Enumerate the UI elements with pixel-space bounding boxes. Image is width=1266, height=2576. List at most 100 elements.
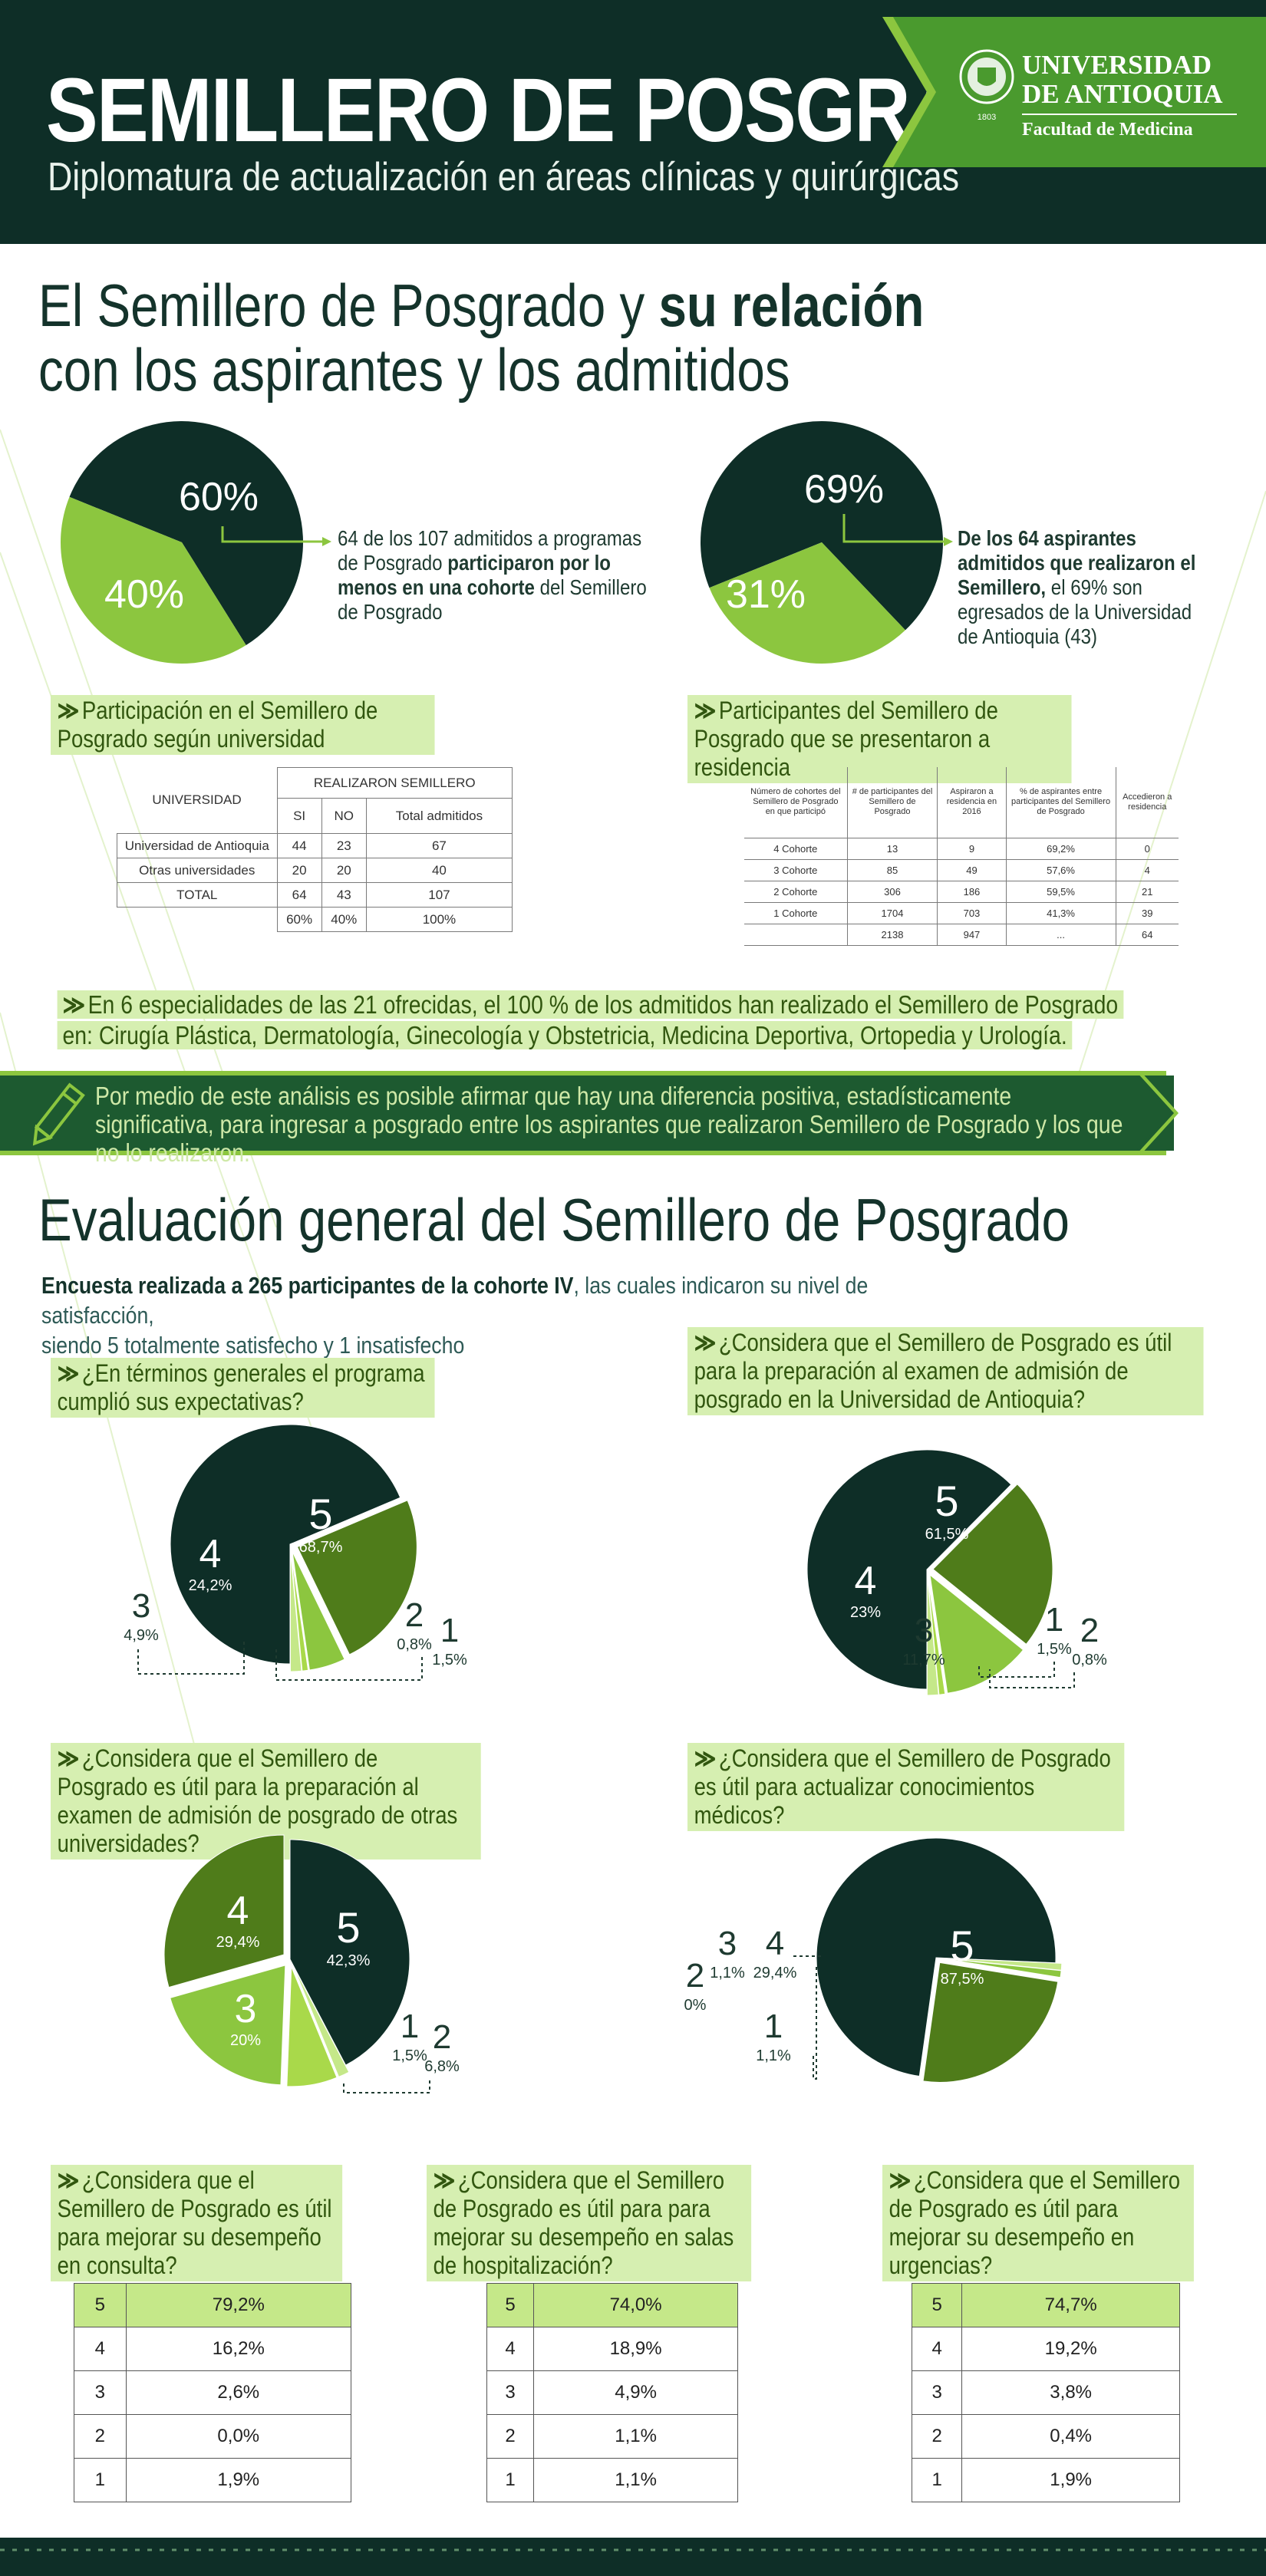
th-no: NO (321, 798, 367, 834)
leader-line (989, 1669, 1075, 1688)
pie-category-label: 5 (950, 1922, 974, 1970)
pie-category-label: 2 (433, 2018, 451, 2056)
rating-row: 5 74,7% (911, 2283, 1180, 2327)
rating-table-urgencias: 5 74,7% 4 19,2% 3 3,8% 2 0,4% 1 1,9% (911, 2283, 1180, 2502)
statement-text: En 6 especialidades de las 21 ofrecidas,… (62, 990, 1119, 1049)
table-cell: 4 (1115, 858, 1179, 881)
pie-slice-2 (286, 1966, 338, 2087)
pie-value-label: 6,8% (424, 2058, 460, 2075)
pie1-note-c: del Semillero de Posgrado (338, 575, 647, 624)
question-text: ¿Considera que el Semillero de Posgrado … (57, 1744, 458, 1857)
table-row: Universidad de Antioquia 44 23 67 (117, 833, 513, 858)
rating-row: 5 79,2% (74, 2283, 352, 2327)
pie2-note-a: De los 64 aspirantes admitidos que reali… (958, 526, 1196, 599)
leader-line (813, 1964, 817, 2080)
pie-category-label: 1 (1045, 1601, 1063, 1639)
pie2-note-b: el 69% son egresados de la Universidad d… (958, 575, 1192, 648)
question-5: ≫ ¿Considera que el Semillero de Posgrado… (51, 2165, 343, 2281)
chevron-right-icon: ≫ (694, 697, 717, 724)
pie-category-label: 2 (1080, 1612, 1099, 1649)
rating-row: 1 1,1% (486, 2458, 738, 2502)
question-4: ≫ ¿Considera que el Semillero de Posgrado… (687, 1743, 1125, 1831)
pie-category-label: 3 (718, 1925, 737, 1962)
rating-percent: 0,4% (961, 2414, 1180, 2459)
rating-row: 1 1,9% (911, 2458, 1180, 2502)
rating-score: 5 (911, 2283, 963, 2327)
pie-value-label: 1,1% (710, 1965, 745, 1981)
pie-value-label: 0,8% (397, 1636, 432, 1653)
table-cell: ... (1005, 923, 1116, 946)
rating-row: 2 0,4% (911, 2414, 1180, 2459)
leader-line (343, 2080, 430, 2093)
question-7: ≫ ¿Considera que el Semillero de Posgrado… (882, 2165, 1194, 2281)
rating-percent: 16,2% (125, 2327, 352, 2371)
rating-score: 5 (74, 2283, 127, 2327)
rating-row: 3 4,9% (486, 2370, 738, 2415)
rating-score: 3 (486, 2370, 535, 2415)
th-total: Total admitidos (365, 798, 513, 834)
pie-value-label: 1,1% (756, 2047, 791, 2064)
conclusion-banner-text: Por medio de este análisis es posible af… (95, 1082, 1123, 1167)
pie-value-label: 29,4% (216, 1934, 260, 1951)
rating-percent: 18,9% (533, 2327, 738, 2371)
pie2-slice-0 (701, 420, 943, 631)
pie-value-label: 61,5% (925, 1526, 969, 1543)
section1-title-line2: con los aspirantes y los admitidos (38, 336, 790, 404)
pie-value-label: 42,3% (327, 1952, 371, 1969)
table-cell: 40 (365, 858, 513, 883)
pie-slice-4 (163, 1834, 285, 1988)
pie-value-label: 0% (684, 1997, 707, 2014)
rating-row: 4 19,2% (911, 2327, 1180, 2371)
pie-category-label: 4 (227, 1889, 249, 1933)
pie2-note: De los 64 aspirantes admitidos que reali… (958, 526, 1202, 649)
footer-bar (0, 2538, 1266, 2576)
rating-row: 4 16,2% (74, 2327, 352, 2371)
table-cell: 9 (937, 837, 1007, 860)
question-2: ≫ ¿Considera que el Semillero de Posgrado… (687, 1327, 1204, 1415)
rating-percent: 19,2% (961, 2327, 1180, 2371)
pie-value-label: 29,4% (753, 1965, 797, 1981)
table-cell: 1704 (846, 901, 938, 924)
question-text: ¿Considera que el Semillero de Posgrado … (433, 2166, 734, 2279)
table-header: Número de cohortes del Semillero de Posg… (744, 767, 848, 838)
rating-score: 1 (486, 2458, 535, 2502)
pie2-label-a: 69% (804, 467, 884, 512)
leader-line (978, 1662, 1055, 1678)
logo-band: 1803 (882, 17, 1266, 167)
table-row: 4 Cohorte 13 9 69,2% 0 (744, 837, 1179, 860)
university-seal-icon (959, 49, 1014, 104)
pie1-slice-1 (61, 496, 246, 664)
section1-title: El Semillero de Posgrado y su relación c… (38, 273, 924, 402)
table-cell: 64 (1115, 923, 1179, 946)
pie-slice-3 (170, 1965, 286, 2086)
pie1-label-a: 60% (179, 475, 259, 519)
pie-slice-5 (806, 1449, 1012, 1690)
pie-slice-4 (296, 1500, 417, 1655)
table-cell: 64 (276, 882, 322, 908)
chevron-right-icon: ≫ (57, 1359, 80, 1387)
arrow-icon (944, 537, 953, 546)
table-cell: 43 (321, 882, 367, 908)
pie-value-label: 1,5% (432, 1652, 467, 1668)
table-row: 60% 40% 100% (117, 907, 513, 932)
rating-percent: 1,1% (533, 2414, 738, 2459)
pie-category-label: 1 (440, 1612, 459, 1649)
table-cell: Otras universidades (117, 858, 278, 883)
pie-slice-4 (932, 1484, 1053, 1645)
rating-score: 3 (74, 2370, 127, 2415)
chevron-right-icon: ≫ (62, 990, 86, 1019)
pie-slice-1 (926, 1575, 939, 1696)
pie1-note-a: 64 de los 107 admitidos a programas de P… (338, 526, 642, 575)
table-cell: 69,2% (1005, 837, 1116, 860)
pie-slice-1 (289, 1551, 302, 1672)
question-text: ¿En términos generales el programa cumpl… (57, 1359, 425, 1415)
table-cell: 186 (937, 880, 1007, 903)
pie-value-label: 4,9% (124, 1627, 159, 1644)
table-cell: 67 (365, 833, 513, 858)
question-6: ≫ ¿Considera que el Semillero de Posgrado… (427, 2165, 752, 2281)
question-text: ¿Considera que el Semillero de Posgrado … (694, 1329, 1172, 1413)
pie-value-label: 68,7% (299, 1539, 343, 1556)
table-cell: 40% (321, 907, 367, 932)
rating-row: 5 74,0% (486, 2283, 738, 2327)
